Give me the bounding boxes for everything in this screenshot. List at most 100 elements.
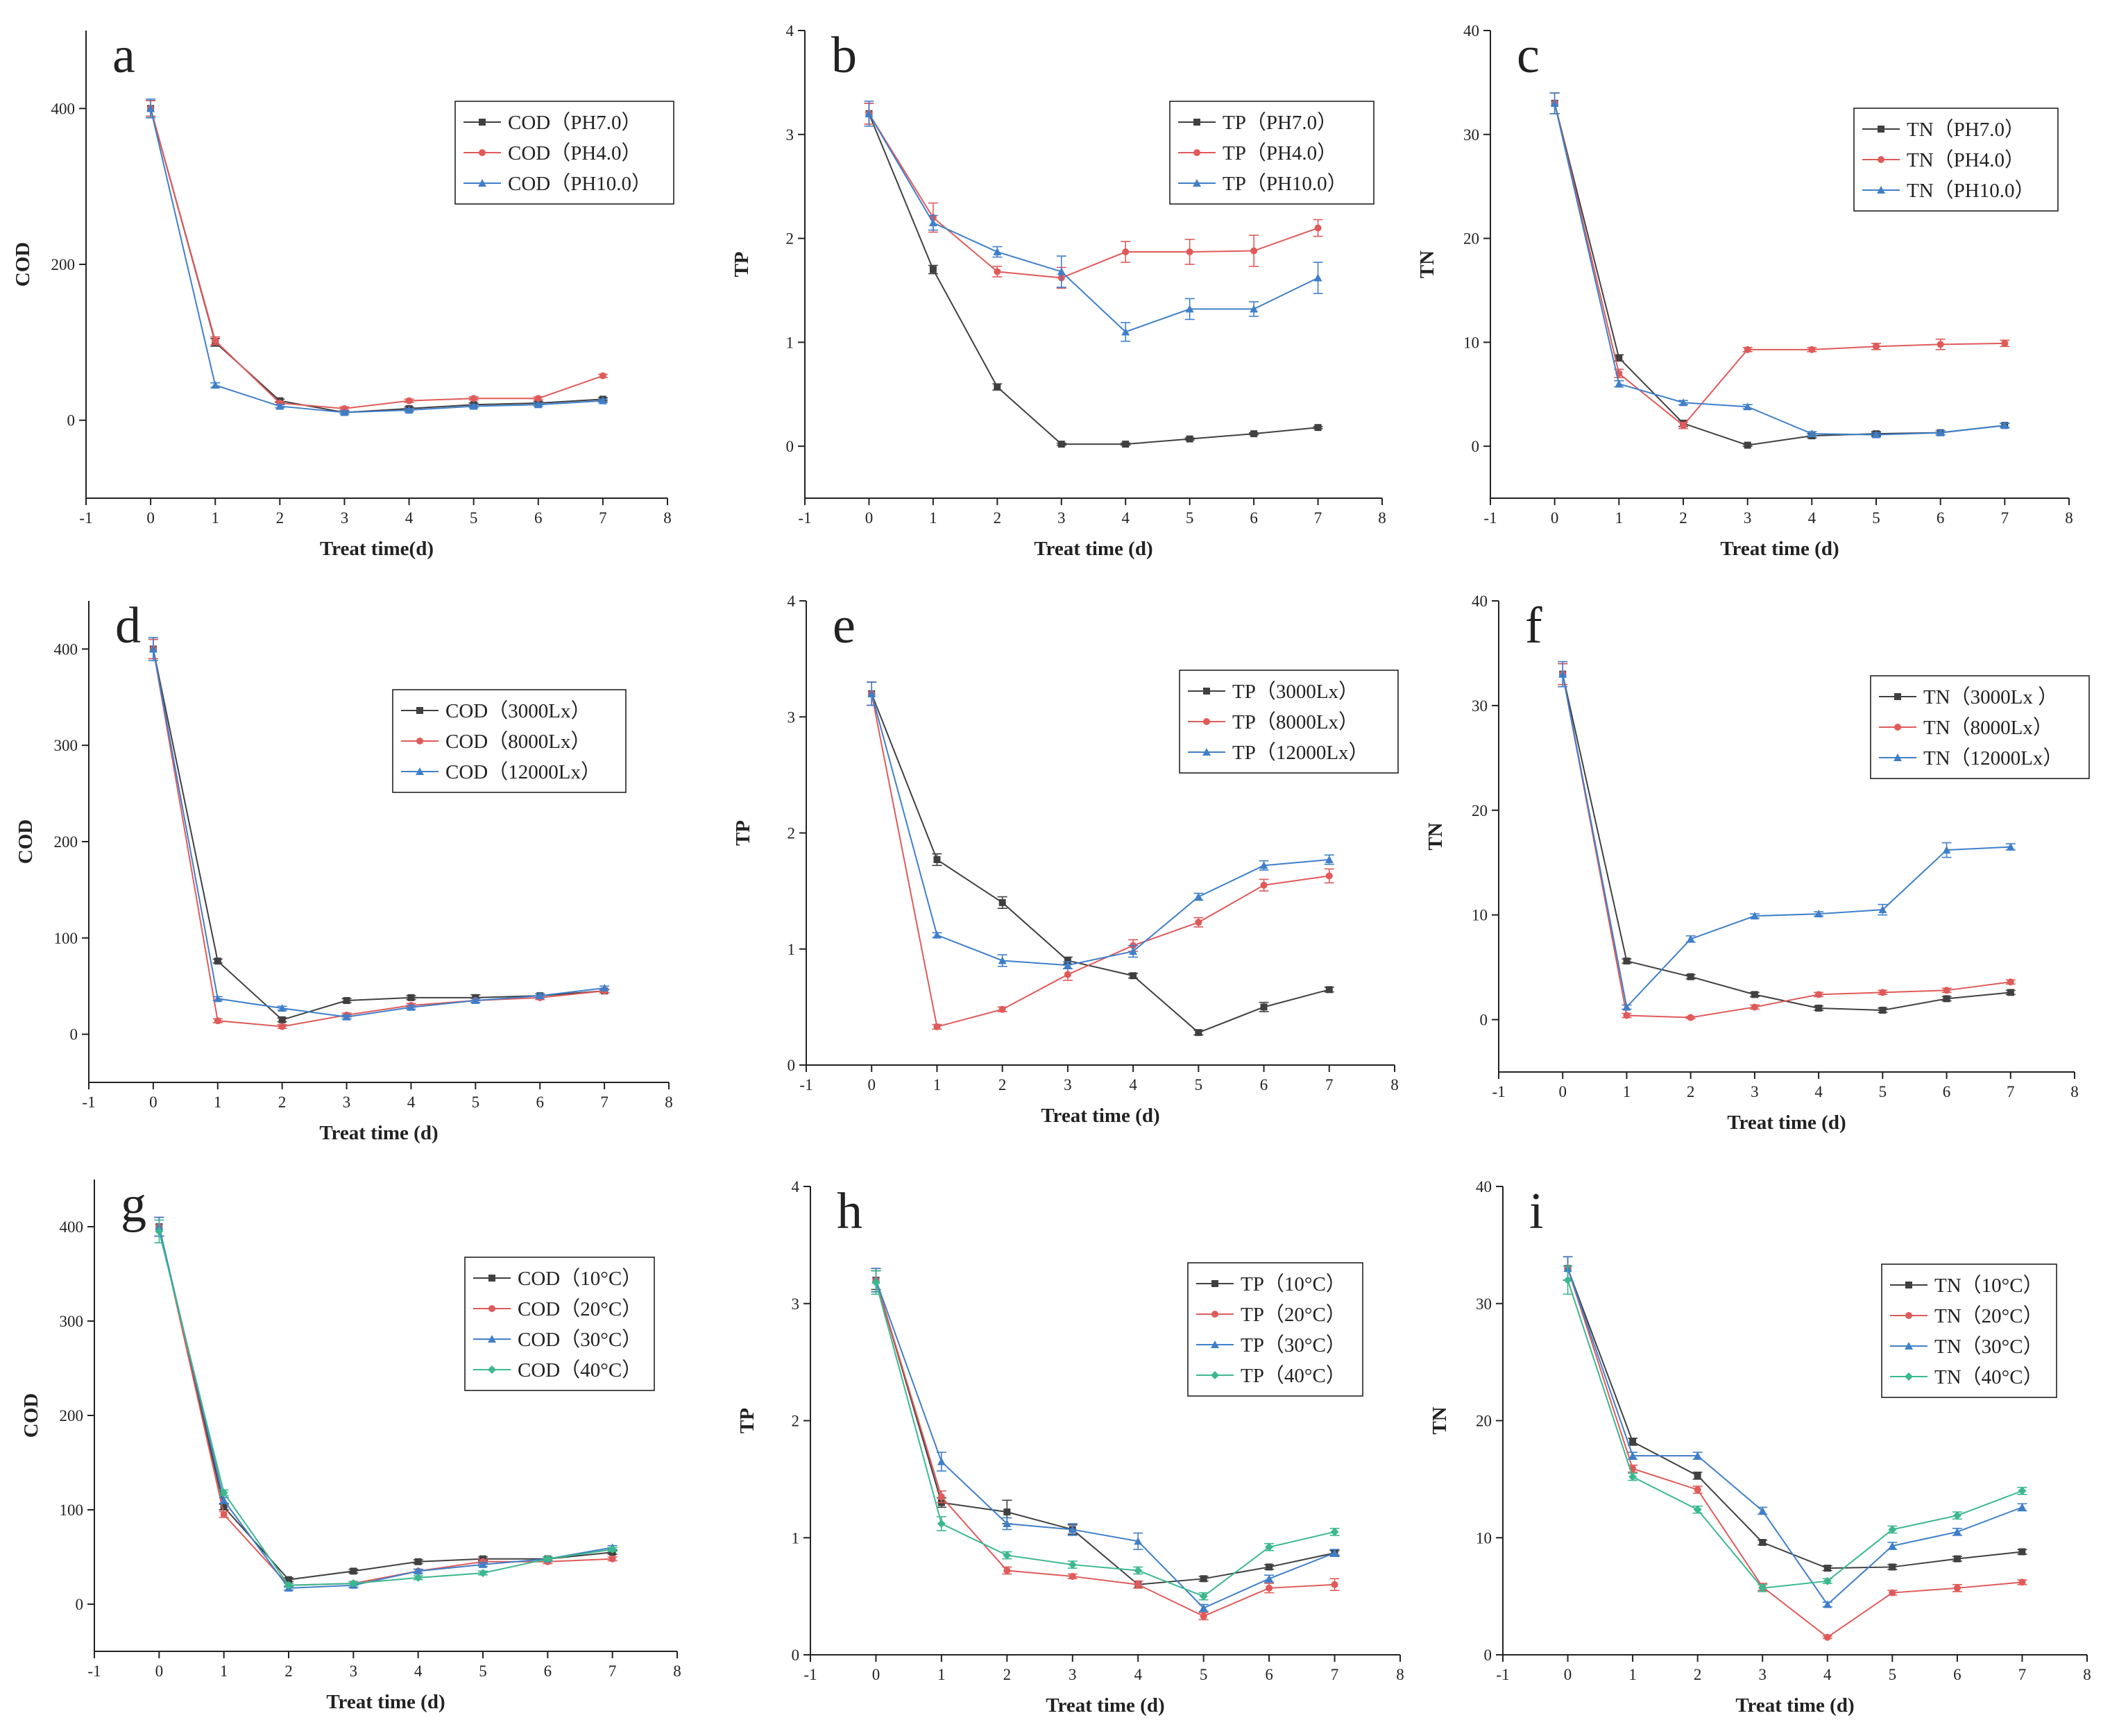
x-tick-label: 5: [1200, 1666, 1208, 1683]
x-tick-label: 2: [276, 509, 284, 527]
legend-label: TP（PH7.0）: [1223, 112, 1337, 134]
data-point: [534, 395, 542, 402]
legend-label: TN（3000Lx ）: [1923, 686, 2058, 708]
data-point: [1622, 1003, 1631, 1011]
data-point: [1937, 341, 1944, 348]
series-3: [1549, 92, 2010, 439]
series-4: [871, 1270, 1340, 1601]
x-tick-label: -1: [1496, 1666, 1509, 1683]
x-tick-label: 4: [1129, 1076, 1137, 1093]
x-tick-label: 1: [933, 1076, 942, 1093]
data-point: [1129, 947, 1138, 955]
series-line: [871, 693, 1329, 1028]
data-point: [405, 406, 414, 414]
y-tick-label: 200: [60, 1407, 84, 1424]
x-tick-label: 8: [2070, 1083, 2079, 1100]
legend-swatch-marker: [479, 149, 486, 156]
series-line: [868, 113, 1318, 445]
series-line: [868, 113, 1318, 279]
legend: COD（3000Lx） COD（8000Lx） COD（12000Lx）: [392, 689, 627, 793]
data-point: [2001, 339, 2009, 347]
x-tick-label: 0: [1551, 509, 1559, 527]
data-point: [343, 997, 350, 1005]
legend-label: TN（12000Lx）: [1923, 747, 2063, 769]
x-tick-label: 5: [472, 1093, 480, 1111]
legend-label: COD（PH7.0）: [508, 112, 642, 134]
series-line: [875, 1279, 1335, 1617]
x-tick-label: 6: [1943, 1083, 1951, 1100]
data-point: [284, 1581, 293, 1590]
x-axis-title: Treat time (d): [1034, 538, 1152, 560]
x-tick-label: 3: [1758, 1666, 1767, 1683]
x-tick-label: 4: [407, 1093, 416, 1111]
x-tick-label: -1: [1483, 509, 1497, 527]
data-point: [1003, 1520, 1012, 1527]
y-tick-label: 1: [786, 334, 794, 351]
data-point: [1200, 1612, 1207, 1620]
x-tick-label: 0: [1564, 1666, 1572, 1683]
y-tick-label: 400: [51, 100, 76, 117]
data-point: [937, 1493, 945, 1501]
legend-label: COD（30°C）: [518, 1329, 642, 1351]
data-point: [1313, 273, 1322, 282]
x-tick-label: 5: [470, 509, 478, 527]
y-tick-label: 0: [1484, 1646, 1492, 1664]
data-point: [867, 689, 876, 697]
x-tick-label: 6: [1937, 509, 1945, 527]
data-point: [1259, 861, 1268, 869]
data-point: [1186, 435, 1193, 443]
data-point: [933, 856, 941, 863]
x-tick-label: 4: [1121, 509, 1130, 527]
legend-swatch-marker: [1193, 149, 1200, 156]
y-tick-label: 10: [1463, 334, 1479, 351]
data-point: [937, 1457, 946, 1465]
data-point: [998, 1005, 1006, 1013]
legend-swatch-marker: [1211, 1371, 1219, 1379]
series-3: [1563, 1256, 2027, 1608]
data-point: [1888, 1542, 1897, 1550]
data-point: [543, 1554, 552, 1563]
data-point: [1694, 1486, 1701, 1494]
series-line: [158, 1226, 613, 1589]
data-point: [342, 1012, 351, 1021]
x-tick-label: 3: [1064, 1076, 1072, 1093]
data-point: [1879, 989, 1887, 996]
panel-letter: c: [1517, 27, 1540, 84]
data-point: [1952, 1511, 1961, 1520]
legend-swatch-marker: [1905, 1372, 1913, 1381]
legend-swatch-marker: [1211, 1280, 1218, 1287]
data-point: [1068, 1560, 1077, 1569]
x-tick-label: 3: [1069, 1666, 1077, 1683]
x-tick-label: 4: [1823, 1666, 1832, 1683]
legend-label: TP（12000Lx）: [1232, 742, 1369, 764]
series-3: [864, 101, 1323, 342]
data-point: [1199, 1592, 1208, 1601]
x-tick-label: 3: [1057, 509, 1066, 527]
x-tick-label: 2: [278, 1093, 287, 1111]
data-point: [1122, 248, 1130, 256]
y-tick-label: 4: [788, 593, 796, 610]
data-point: [998, 956, 1007, 964]
series-line: [150, 108, 604, 409]
data-point: [213, 994, 222, 1003]
data-point: [609, 1555, 616, 1563]
x-axis-title: Treat time (d): [326, 1691, 445, 1713]
y-tick-label: 30: [1476, 1295, 1492, 1313]
data-point: [1325, 986, 1333, 994]
x-tick-label: 8: [2083, 1666, 2091, 1683]
data-point: [1758, 1583, 1767, 1592]
data-point: [212, 337, 219, 345]
data-point: [1693, 1505, 1702, 1514]
series-line: [871, 693, 1330, 1034]
x-tick-label: 5: [1879, 1083, 1887, 1100]
x-tick-label: 3: [350, 1662, 358, 1680]
data-point: [1693, 1452, 1702, 1460]
series-4: [154, 1219, 618, 1590]
legend-label: TP（20°C）: [1241, 1304, 1346, 1326]
legend: TP（3000Lx） TP（8000Lx） TP（12000Lx）: [1179, 670, 1399, 774]
x-tick-label: 1: [1623, 1083, 1631, 1100]
data-point: [414, 1573, 423, 1582]
series-2: [864, 103, 1323, 289]
legend-label: COD（10°C）: [518, 1268, 642, 1290]
y-tick-label: 4: [792, 1178, 800, 1195]
